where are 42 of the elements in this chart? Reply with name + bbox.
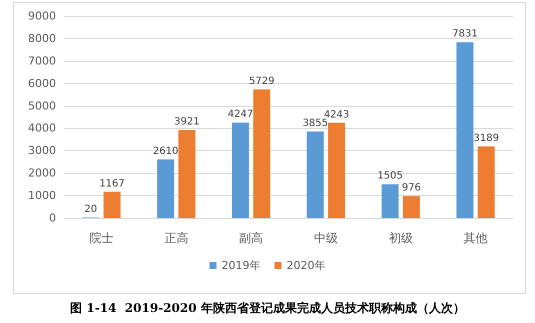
data-label: 3189 [473, 132, 499, 144]
bar [456, 42, 474, 218]
legend-label: 2019年 [222, 259, 261, 272]
x-tick-label: 院士 [89, 231, 114, 245]
bar [178, 130, 196, 218]
y-tick-label: 2000 [28, 166, 56, 180]
y-tick-label: 6000 [28, 76, 56, 90]
bar [306, 131, 324, 218]
x-tick-label: 初级 [388, 231, 413, 245]
x-tick-label: 中级 [314, 231, 338, 245]
y-tick-label: 1000 [28, 189, 56, 202]
data-label: 4247 [228, 109, 254, 120]
bar [478, 146, 495, 218]
legend-label: 2020年 [286, 259, 326, 272]
y-tick-label: 9000 [28, 10, 56, 22]
y-tick-label: 3000 [28, 144, 56, 158]
y-tick-label: 7000 [28, 54, 56, 68]
bar [157, 159, 174, 218]
x-tick-label: 副高 [239, 231, 264, 245]
y-tick-label: 5000 [28, 99, 56, 112]
bar [402, 196, 420, 218]
text: 图 1-14 2019-2020 年陕西省登记成果完成人员技术职称构成（人次） [70, 301, 465, 315]
bar [104, 192, 121, 218]
y-tick-label: 4000 [28, 122, 56, 135]
x-tick-label: 其他 [464, 231, 488, 245]
x-tick-label: 正高 [164, 231, 188, 245]
data-label: 976 [402, 182, 421, 194]
bar [253, 89, 270, 218]
bar [382, 184, 399, 218]
bar [328, 122, 346, 218]
data-label: 3855 [302, 118, 328, 129]
data-label: 7831 [452, 28, 478, 40]
data-label: 5729 [248, 76, 274, 87]
data-label: 2610 [152, 146, 178, 157]
data-label: 3921 [174, 116, 200, 128]
bar [232, 122, 249, 218]
y-tick-label: 0 [49, 212, 56, 224]
data-label: 20 [84, 204, 98, 216]
y-tick-label: 8000 [28, 32, 56, 45]
data-label: 4243 [324, 109, 350, 120]
data-label: 1505 [377, 170, 403, 182]
data-label: 1167 [99, 178, 125, 190]
